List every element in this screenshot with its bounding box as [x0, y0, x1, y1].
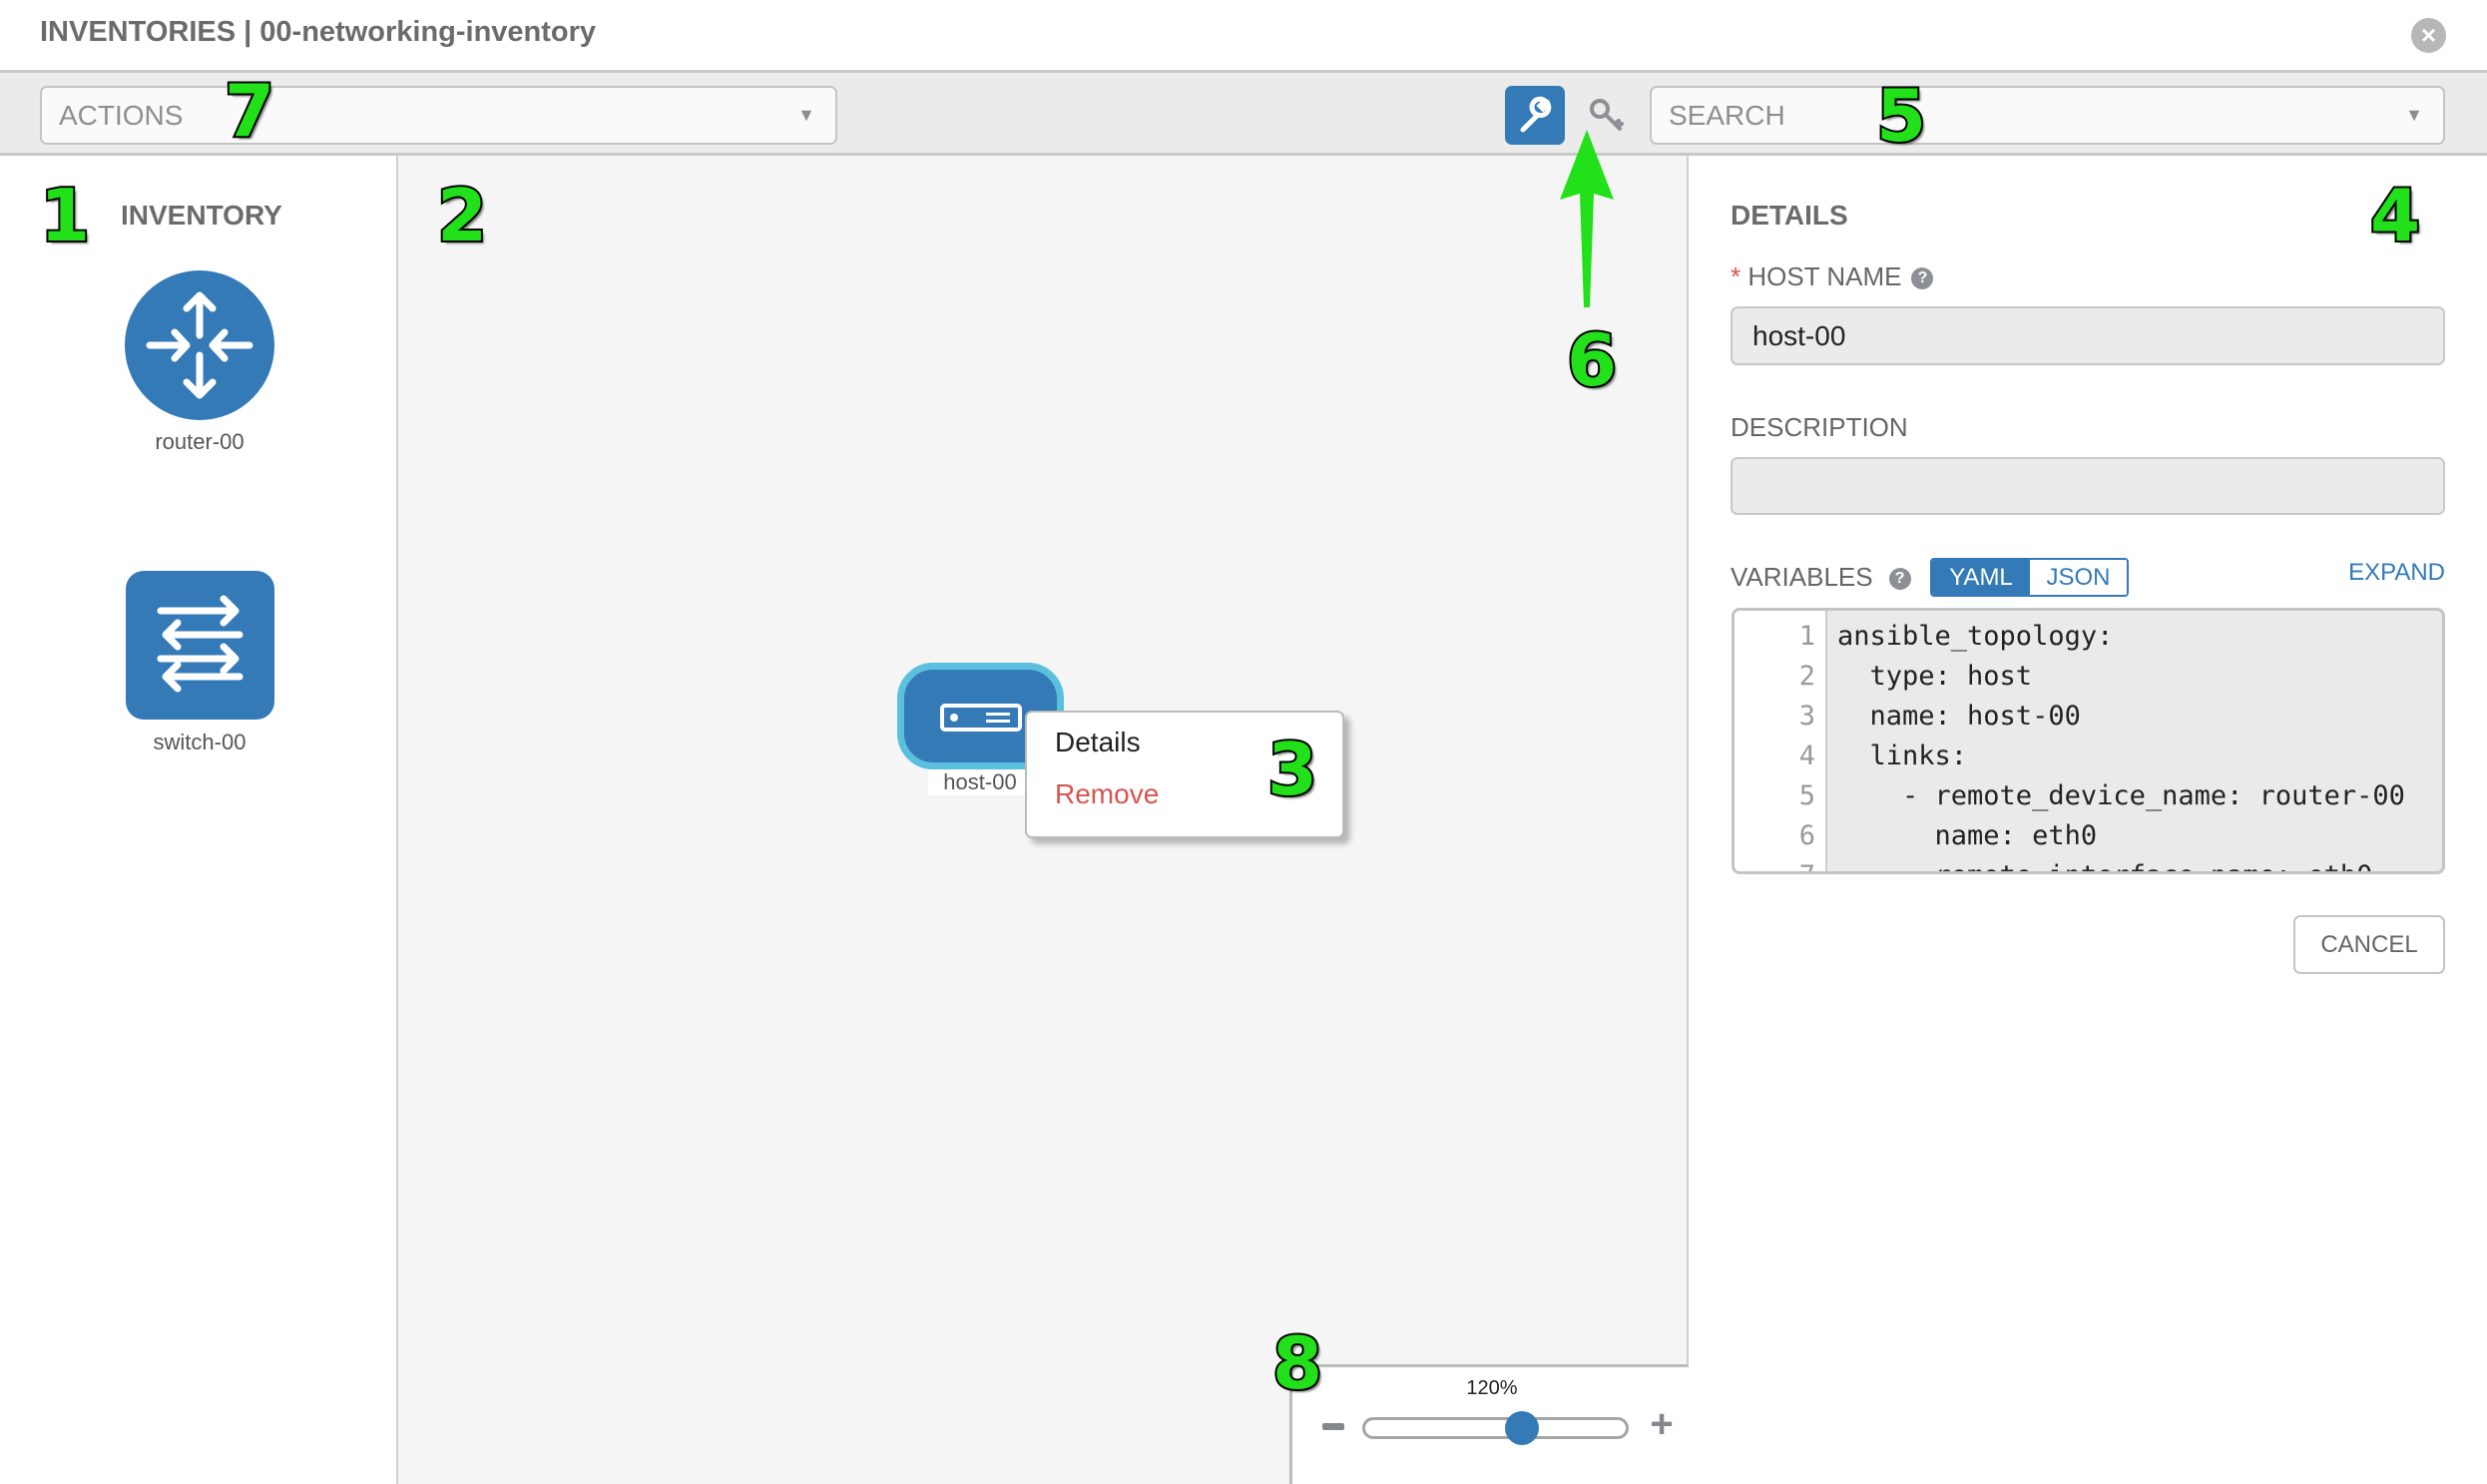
router-icon	[146, 291, 253, 399]
code-line: - remote_device_name: router-00	[1837, 780, 2405, 811]
annotation-4: 4	[2368, 174, 2422, 257]
zoom-level: 120%	[1466, 1377, 1518, 1399]
description-input[interactable]	[1731, 457, 2445, 515]
menu-item-details[interactable]: Details	[1055, 727, 1141, 757]
page-title: INVENTORIES | 00-networking-inventory	[40, 16, 597, 48]
annotation-1: 1	[38, 174, 92, 257]
server-icon	[940, 704, 1022, 732]
line-number: 1	[1798, 621, 1815, 652]
line-number: 3	[1798, 701, 1815, 732]
zoom-out-icon[interactable]	[1322, 1423, 1344, 1430]
yaml-toggle[interactable]: YAML	[1932, 560, 2030, 595]
search-label: SEARCH	[1669, 100, 1785, 131]
switch-label: switch-00	[153, 730, 247, 754]
code-line: type: host	[1837, 661, 2033, 692]
search-dropdown[interactable]: SEARCH ▼	[1650, 86, 2445, 145]
code-line: links:	[1837, 741, 1968, 771]
annotation-3: 3	[1265, 728, 1319, 811]
zoom-slider[interactable]	[1362, 1417, 1629, 1439]
zoom-in-icon[interactable]: +	[1650, 1402, 1674, 1446]
annotation-7: 7	[223, 69, 276, 153]
host-name-text: HOST NAME	[1747, 261, 1902, 291]
zoom-widget: 120% +	[1289, 1364, 1689, 1484]
annotation-2: 2	[435, 174, 489, 257]
menu-item-remove[interactable]: Remove	[1055, 778, 1160, 809]
annotation-6: 6	[1565, 318, 1619, 402]
help-icon[interactable]: ?	[1888, 568, 1911, 591]
close-icon[interactable]: ×	[2411, 18, 2446, 53]
line-number: 5	[1798, 780, 1815, 811]
line-gutter: 1 2 3 4 5 6 7	[1735, 611, 1827, 871]
switch-node[interactable]	[126, 571, 274, 720]
title-bar: INVENTORIES | 00-networking-inventory ×	[0, 0, 2487, 73]
chevron-down-icon: ▼	[2405, 105, 2423, 125]
code-line: name: eth0	[1837, 820, 2098, 851]
actions-dropdown[interactable]: ACTIONS ▼	[40, 86, 837, 145]
description-label: DESCRIPTION	[1731, 412, 1908, 442]
required-mark: *	[1731, 261, 1741, 291]
switch-icon	[157, 595, 244, 693]
details-title: DETAILS	[1731, 200, 1848, 231]
line-number: 6	[1798, 820, 1815, 851]
line-number: 2	[1798, 661, 1815, 692]
chevron-down-icon: ▼	[797, 105, 815, 125]
code-line: ansible_topology:	[1837, 621, 2114, 652]
line-number: 4	[1798, 741, 1815, 771]
annotation-8: 8	[1270, 1321, 1324, 1405]
wrench-icon	[1520, 96, 1552, 133]
variables-editor[interactable]: 1 2 3 4 5 6 7 ansible_topology: type: host name…	[1732, 608, 2445, 874]
wrench-button[interactable]	[1505, 86, 1565, 145]
json-toggle[interactable]: JSON	[2030, 560, 2127, 595]
line-number: 7	[1799, 860, 1815, 871]
inventory-title: INVENTORY	[121, 200, 282, 231]
format-toggle: YAML JSON	[1930, 558, 2129, 597]
key-icon[interactable]	[1587, 96, 1627, 136]
zoom-slider-handle[interactable]	[1505, 1411, 1540, 1445]
cancel-button[interactable]: CANCEL	[2293, 915, 2445, 974]
help-icon[interactable]: ?	[1911, 267, 1934, 290]
router-label: router-00	[155, 429, 245, 454]
router-node[interactable]	[125, 270, 274, 420]
expand-link[interactable]: EXPAND	[2348, 559, 2445, 586]
context-menu: Details Remove	[1025, 711, 1344, 838]
actions-label: ACTIONS	[59, 100, 184, 131]
host-name-input[interactable]	[1731, 306, 2445, 365]
code-line: remote_interface_name: eth0	[1837, 860, 2373, 871]
host-label: host-00	[928, 769, 1032, 795]
annotation-arrow-icon	[1560, 130, 1614, 307]
host-name-label: * HOST NAME?	[1731, 261, 1934, 292]
annotation-5: 5	[1874, 74, 1928, 158]
code-line: name: host-00	[1837, 701, 2081, 732]
variables-label: VARIABLES?	[1731, 562, 1911, 593]
variables-text: VARIABLES	[1731, 562, 1873, 592]
